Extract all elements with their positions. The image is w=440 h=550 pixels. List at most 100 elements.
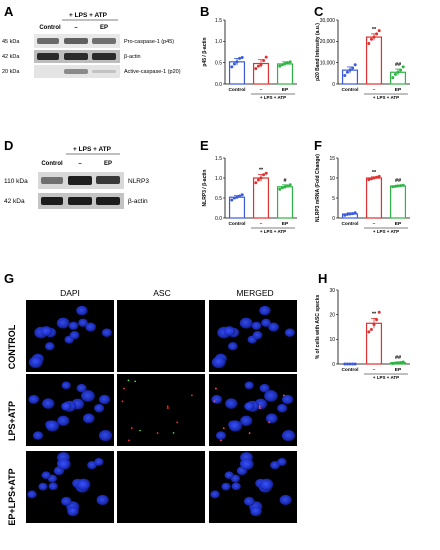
y-tick-label: 10 (329, 176, 335, 182)
data-point (256, 178, 260, 182)
blot-d-kda-nlrp3: 110 kDa (4, 178, 28, 185)
y-axis-label: p20 Band Intensity (a.u.) (315, 23, 321, 81)
y-tick-label: 0.5 (215, 196, 222, 202)
blot-a-lane-control: Control (39, 25, 61, 31)
blot-d-kda-actin: 42 kDa (4, 198, 25, 205)
x-tick-label: – (260, 222, 263, 227)
significance-label: ## (395, 178, 401, 184)
micrograph-tile (117, 451, 205, 523)
group-label: + LPS + ATP (260, 229, 286, 234)
significance-label: ** (372, 170, 377, 176)
blot-a-band-p45 (34, 34, 120, 48)
blot-a-lane-minus: – (74, 25, 78, 31)
significance-label: ## (395, 355, 401, 361)
data-point (396, 361, 400, 365)
y-axis-label: NLRP3 mRNA (Fold Change) (315, 154, 321, 222)
group-label: + LPS + ATP (373, 375, 399, 380)
x-tick-label: Control (341, 367, 358, 373)
y-tick-label: 30 (329, 288, 335, 294)
blot-a-lane-ep: EP (100, 25, 108, 31)
data-point (372, 176, 376, 180)
data-point (348, 362, 352, 366)
x-tick-label: – (373, 222, 376, 227)
data-point (254, 67, 258, 71)
data-point (351, 212, 355, 216)
y-axis-label: NLRP3 / β-actin (202, 170, 208, 207)
data-point (278, 187, 282, 191)
blot-d-label-nlrp3: NLRP3 (128, 178, 149, 185)
data-point (375, 32, 379, 36)
data-point (232, 62, 236, 66)
y-axis-label: p45 / β-actin (202, 37, 208, 66)
x-tick-label: Control (341, 221, 358, 227)
micrograph-tile (209, 451, 297, 523)
data-point (288, 60, 292, 64)
x-tick-label: Control (228, 87, 245, 93)
blot-d-band-nlrp3 (38, 172, 124, 189)
significance-label: ** (372, 27, 377, 33)
group-label: + LPS + ATP (373, 95, 399, 100)
data-point (286, 184, 290, 188)
data-point (262, 173, 266, 177)
y-tick-label: 10,000 (320, 60, 336, 66)
blot-d-lane-minus: – (78, 161, 82, 167)
data-point (393, 72, 397, 76)
y-tick-label: 0 (332, 82, 335, 88)
blot-d-treatment-header: + LPS + ATP (73, 146, 112, 153)
data-point (286, 61, 290, 65)
micrograph-tile (26, 374, 114, 446)
bar (365, 177, 383, 219)
blot-a-kda-p20: 20 kDa (2, 69, 20, 75)
y-tick-label: 0.5 (215, 60, 222, 66)
micrograph-tile (26, 300, 114, 372)
data-point (377, 29, 381, 33)
data-point (264, 171, 268, 175)
data-point (353, 63, 357, 67)
data-point (401, 360, 405, 364)
micrograph-tile (26, 451, 114, 523)
data-point (369, 177, 373, 181)
data-point (230, 65, 234, 69)
panel-letter-b: B (200, 4, 209, 19)
data-point (230, 198, 234, 202)
blot-a-label-actin: β-actin (124, 54, 141, 60)
data-point (283, 62, 287, 66)
grid-col-dapi: DAPI (60, 288, 80, 298)
panel-letter-a: A (4, 4, 14, 19)
significance-label: ** (259, 167, 264, 173)
data-point (369, 327, 373, 331)
group-label: + LPS + ATP (373, 229, 399, 234)
x-tick-label: EP (395, 367, 402, 373)
data-point (367, 41, 371, 45)
data-point (345, 362, 349, 366)
blot-d-band-actin (38, 193, 124, 209)
data-point (254, 181, 258, 185)
grid-row-ep-lps-atp: EP+LPS+ATP (7, 468, 17, 525)
data-point (262, 59, 266, 63)
micrograph-grid (26, 300, 297, 523)
data-point (283, 185, 287, 189)
blot-d-label-actin: β-actin (128, 198, 148, 205)
data-point (396, 70, 400, 74)
micrograph-tile (117, 300, 205, 372)
data-point (288, 183, 292, 187)
blot-a-kda-p45: 45 kDa (2, 39, 20, 45)
data-point (235, 60, 239, 64)
data-point (259, 176, 263, 180)
grid-row-control: CONTROL (7, 324, 17, 369)
grid-row-lps-atp: LPS+ATP (7, 401, 17, 441)
data-point (372, 35, 376, 39)
bar (276, 186, 294, 219)
data-point (375, 175, 379, 179)
x-tick-label: EP (395, 87, 402, 93)
data-point (348, 68, 352, 72)
data-point (367, 330, 371, 334)
y-tick-label: 15 (329, 156, 335, 162)
blot-d-lane-control: Control (41, 161, 63, 167)
x-tick-label: EP (282, 87, 289, 93)
y-tick-label: 1.0 (215, 39, 222, 45)
micrograph-tile (209, 374, 297, 446)
data-point (399, 361, 403, 365)
